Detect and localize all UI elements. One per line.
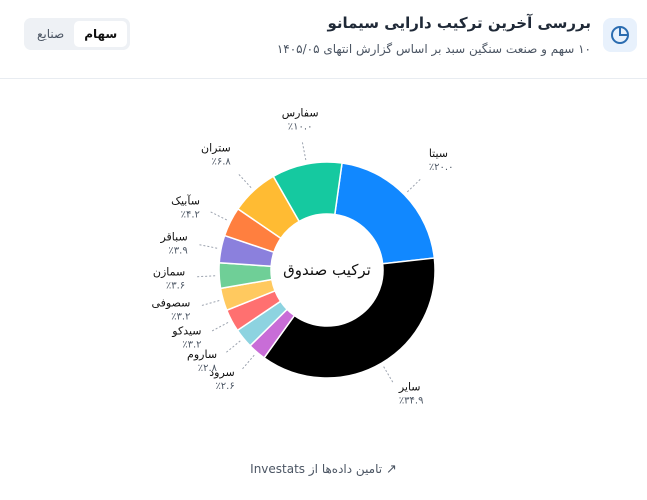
icon-graphic	[611, 26, 629, 44]
leader-line	[197, 275, 216, 278]
slice	[263, 257, 436, 379]
value-label: ٪۲۰.۰	[429, 162, 454, 173]
tabs: صنایع سهام	[24, 18, 131, 50]
value-label: ٪۳۴.۹	[399, 395, 424, 406]
slice	[272, 161, 343, 223]
slice-label: سرود	[209, 366, 235, 379]
slice-label: سصوفی	[152, 297, 191, 310]
slice-label: ساروم	[187, 348, 217, 361]
value-label: ٪۳.۹	[168, 245, 187, 256]
footer-text[interactable]: تامین داده‌ها از Investats	[250, 462, 383, 476]
slice-label: سآبیک	[171, 194, 200, 208]
value-label: ٪۴.۲	[181, 210, 200, 221]
slice-label: سایر	[398, 380, 421, 393]
value-label: ٪۳.۲	[182, 339, 201, 350]
leader-line	[210, 211, 228, 221]
leader-line	[301, 142, 307, 161]
tab[interactable]: صنایع	[37, 27, 65, 41]
chart: سیتا ٪۲۰.۰ سایر ٪۳۴.۹ سرود ٪۲.۶ ساروم ٪۲.۸ سیدکو…	[152, 107, 454, 407]
footer[interactable]: ↗ تامین داده‌ها از Investats	[250, 462, 397, 477]
value-label: ٪۶.۸	[211, 157, 231, 168]
value-label: ٪۳.۲	[171, 312, 190, 323]
slice-label: سفارس	[282, 107, 319, 120]
slice	[333, 162, 436, 265]
center-label: ترکیب صندوق	[283, 261, 371, 279]
leader-line	[211, 322, 229, 332]
value-label: ٪۳.۶	[166, 280, 185, 291]
title: بررسی آخرین ترکیب دارایی سیمانو	[327, 14, 591, 32]
leader-line	[201, 300, 220, 306]
slice-label: سمازن	[153, 265, 185, 278]
pie-icon	[603, 18, 637, 52]
slice-label: سیتا	[429, 147, 448, 160]
slice-label: سباقر	[159, 230, 187, 243]
value-label: ٪۲.۶	[215, 381, 234, 392]
leader-line	[226, 340, 241, 353]
leader-line	[199, 244, 218, 249]
tab-active[interactable]: سهام	[74, 21, 128, 47]
header: بررسی آخرین ترکیب دارایی سیمانو ۱۰ سهم و…	[0, 0, 647, 79]
slice-label: ستران	[201, 142, 231, 155]
value-label: ٪۱۰.۰	[288, 122, 313, 133]
leader-line	[238, 174, 252, 188]
leader-line	[383, 366, 394, 383]
leader-line	[406, 179, 421, 193]
slice-label: سیدکو	[171, 324, 201, 337]
value-label: ٪۲.۸	[198, 363, 218, 374]
leader-line	[242, 354, 255, 370]
subtitle: ۱۰ سهم و صنعت سنگین سبد بر اساس گزارش ان…	[276, 42, 591, 56]
